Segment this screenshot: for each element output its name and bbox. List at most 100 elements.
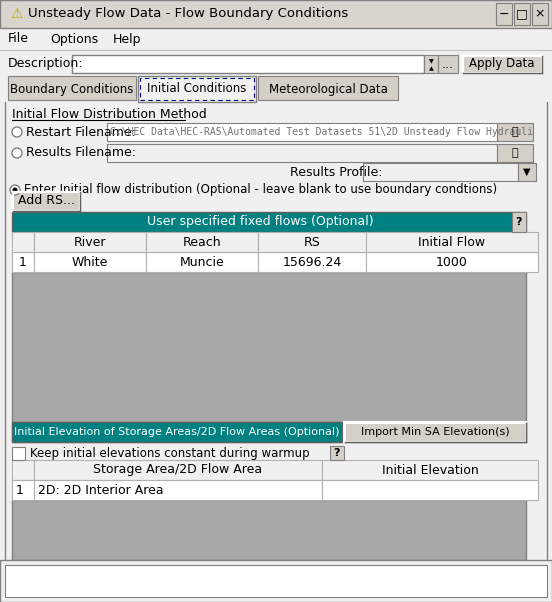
Text: File: File bbox=[8, 33, 29, 46]
Text: ⚠: ⚠ bbox=[10, 7, 23, 21]
Bar bbox=[5, 64, 547, 564]
Text: 1: 1 bbox=[19, 255, 27, 268]
Bar bbox=[138, 76, 256, 102]
Bar bbox=[258, 232, 366, 252]
Bar bbox=[366, 252, 538, 272]
Text: Initial Flow: Initial Flow bbox=[418, 235, 486, 249]
Bar bbox=[518, 163, 536, 181]
Text: Import Min SA Elevation(s): Import Min SA Elevation(s) bbox=[360, 427, 509, 437]
Text: User specified fixed flows (Optional): User specified fixed flows (Optional) bbox=[147, 216, 373, 229]
Text: 15696.24: 15696.24 bbox=[283, 255, 342, 268]
Bar bbox=[12, 480, 34, 500]
Bar bbox=[146, 252, 258, 272]
Text: Results Filename:: Results Filename: bbox=[26, 146, 136, 160]
Text: River: River bbox=[74, 235, 106, 249]
Text: Keep initial elevations constant during warmup: Keep initial elevations constant during … bbox=[30, 447, 310, 460]
Bar bbox=[512, 212, 526, 232]
Text: 📂: 📂 bbox=[512, 127, 518, 137]
Bar bbox=[462, 55, 542, 73]
Bar bbox=[12, 272, 526, 442]
Bar bbox=[0, 0, 552, 28]
Text: 1: 1 bbox=[16, 483, 24, 497]
Text: −: − bbox=[499, 7, 509, 20]
Bar bbox=[532, 3, 548, 25]
Text: Initial Flow Distribution Method: Initial Flow Distribution Method bbox=[12, 108, 207, 122]
Bar bbox=[462, 55, 542, 73]
Text: C:\HEC Data\HEC-RAS\Automated Test Datasets 51\2D Unsteady Flow Hydrauli: C:\HEC Data\HEC-RAS\Automated Test Datas… bbox=[110, 127, 533, 137]
Bar bbox=[0, 560, 552, 602]
Bar bbox=[497, 144, 533, 162]
Bar bbox=[5, 565, 547, 597]
Text: ...: ... bbox=[442, 58, 454, 70]
Bar bbox=[258, 76, 398, 100]
Bar bbox=[12, 447, 25, 460]
Bar bbox=[107, 123, 497, 141]
Text: 📂: 📂 bbox=[512, 148, 518, 158]
Bar bbox=[12, 232, 34, 252]
Text: Restart Filename:: Restart Filename: bbox=[26, 125, 136, 138]
Circle shape bbox=[12, 148, 22, 158]
Bar bbox=[322, 480, 538, 500]
Bar bbox=[12, 422, 342, 442]
Text: Add RS...: Add RS... bbox=[18, 194, 75, 208]
Text: ?: ? bbox=[334, 448, 340, 458]
Bar bbox=[424, 55, 438, 73]
Text: Muncie: Muncie bbox=[179, 255, 224, 268]
Text: Reach: Reach bbox=[183, 235, 221, 249]
Bar bbox=[12, 191, 80, 211]
Bar bbox=[72, 55, 424, 73]
Text: Initial Conditions: Initial Conditions bbox=[147, 82, 247, 96]
Text: ▲: ▲ bbox=[428, 66, 433, 72]
Text: Unsteady Flow Data - Flow Boundary Conditions: Unsteady Flow Data - Flow Boundary Condi… bbox=[28, 7, 348, 20]
Bar bbox=[12, 500, 526, 560]
Text: Enter Initial flow distribution (Optional - leave blank to use boundary condtion: Enter Initial flow distribution (Optiona… bbox=[24, 184, 497, 196]
Bar bbox=[34, 460, 322, 480]
Bar bbox=[0, 50, 552, 78]
Bar bbox=[497, 123, 533, 141]
Bar bbox=[12, 212, 526, 232]
Bar bbox=[34, 480, 322, 500]
Bar bbox=[107, 144, 497, 162]
Bar bbox=[438, 55, 458, 73]
Text: Description:: Description: bbox=[8, 58, 83, 70]
Text: Results Profile:: Results Profile: bbox=[290, 166, 383, 179]
Text: Storage Area/2D Flow Area: Storage Area/2D Flow Area bbox=[93, 464, 263, 477]
Text: ×: × bbox=[535, 7, 545, 20]
Text: Apply Data: Apply Data bbox=[469, 58, 535, 70]
Bar bbox=[366, 232, 538, 252]
Text: Initial Elevation: Initial Elevation bbox=[381, 464, 479, 477]
Bar bbox=[363, 163, 518, 181]
Bar bbox=[12, 191, 80, 211]
Text: Options: Options bbox=[50, 33, 98, 46]
Text: Meteorological Data: Meteorological Data bbox=[269, 82, 388, 96]
Bar bbox=[0, 28, 552, 50]
Text: RS: RS bbox=[304, 235, 320, 249]
Bar bbox=[12, 460, 34, 480]
Text: 1000: 1000 bbox=[436, 255, 468, 268]
Bar bbox=[330, 446, 344, 460]
Bar bbox=[8, 76, 136, 100]
Bar bbox=[0, 76, 552, 102]
Bar bbox=[12, 252, 34, 272]
Circle shape bbox=[10, 185, 20, 195]
Bar bbox=[140, 78, 254, 100]
Circle shape bbox=[13, 187, 18, 193]
Bar bbox=[344, 422, 526, 442]
Text: White: White bbox=[72, 255, 108, 268]
Bar bbox=[34, 252, 146, 272]
Bar bbox=[146, 232, 258, 252]
Text: ▼: ▼ bbox=[428, 60, 433, 64]
Bar bbox=[258, 252, 366, 272]
Text: □: □ bbox=[516, 7, 528, 20]
Circle shape bbox=[12, 127, 22, 137]
Text: ▼: ▼ bbox=[523, 167, 531, 177]
Bar bbox=[34, 232, 146, 252]
Text: Help: Help bbox=[113, 33, 141, 46]
Bar bbox=[322, 460, 538, 480]
Bar bbox=[496, 3, 512, 25]
Text: Initial Elevation of Storage Areas/2D Flow Areas (Optional): Initial Elevation of Storage Areas/2D Fl… bbox=[14, 427, 339, 437]
Bar bbox=[344, 422, 526, 442]
Bar bbox=[514, 3, 530, 25]
Text: Boundary Conditions: Boundary Conditions bbox=[10, 82, 134, 96]
Text: 2D: 2D Interior Area: 2D: 2D Interior Area bbox=[38, 483, 163, 497]
